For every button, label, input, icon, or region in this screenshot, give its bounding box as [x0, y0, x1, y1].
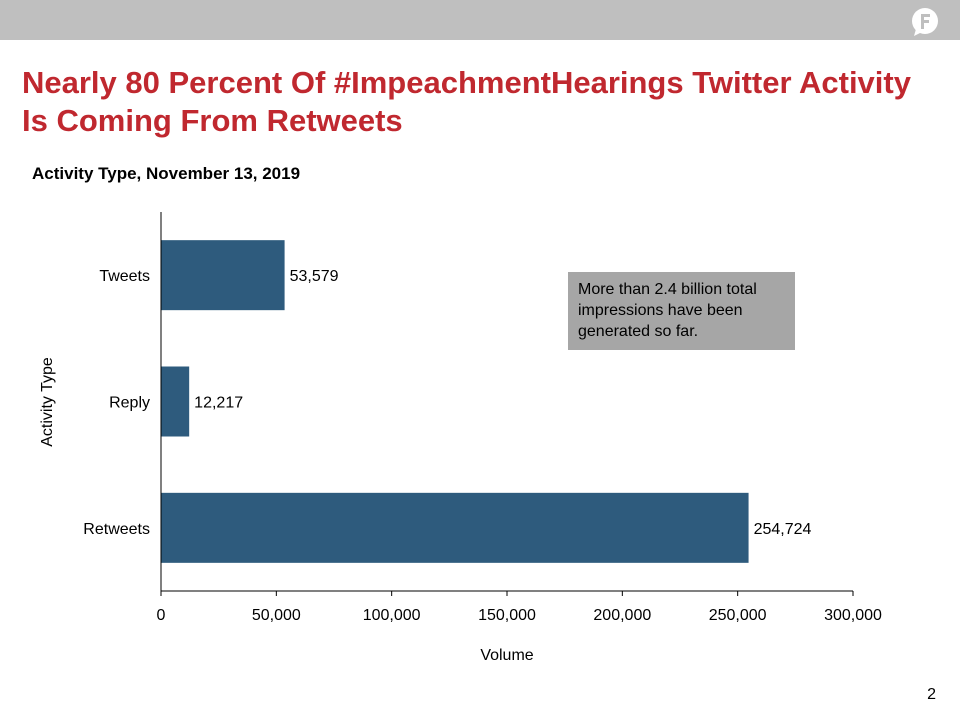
value-label-reply: 12,217: [194, 395, 243, 412]
top-bar: [0, 0, 960, 40]
value-label-retweets: 254,724: [754, 521, 812, 538]
bar-tweets: [161, 240, 285, 311]
chart-subtitle: Activity Type, November 13, 2019: [32, 164, 301, 183]
bar-retweets: [161, 492, 749, 563]
page-number: 2: [927, 686, 936, 703]
x-tick-label: 150,000: [478, 607, 536, 624]
value-label-tweets: 53,579: [290, 268, 339, 285]
x-axis-title: Volume: [480, 647, 533, 664]
x-tick-label: 0: [157, 607, 166, 624]
x-tick-label: 50,000: [252, 607, 301, 624]
impressions-callout: More than 2.4 billion total impressions …: [568, 272, 795, 350]
category-label-retweets: Retweets: [83, 521, 150, 538]
y-axis-title: Activity Type: [39, 357, 56, 447]
bar-reply: [161, 366, 190, 437]
slide-title: Nearly 80 Percent Of #ImpeachmentHearing…: [22, 65, 911, 138]
category-label-reply: Reply: [109, 395, 150, 412]
x-tick-label: 200,000: [593, 607, 651, 624]
x-tick-label: 300,000: [824, 607, 882, 624]
x-tick-label: 100,000: [363, 607, 421, 624]
category-label-tweets: Tweets: [99, 268, 150, 285]
x-tick-label: 250,000: [709, 607, 767, 624]
speech-bubble-f-logo-icon: [912, 8, 938, 36]
